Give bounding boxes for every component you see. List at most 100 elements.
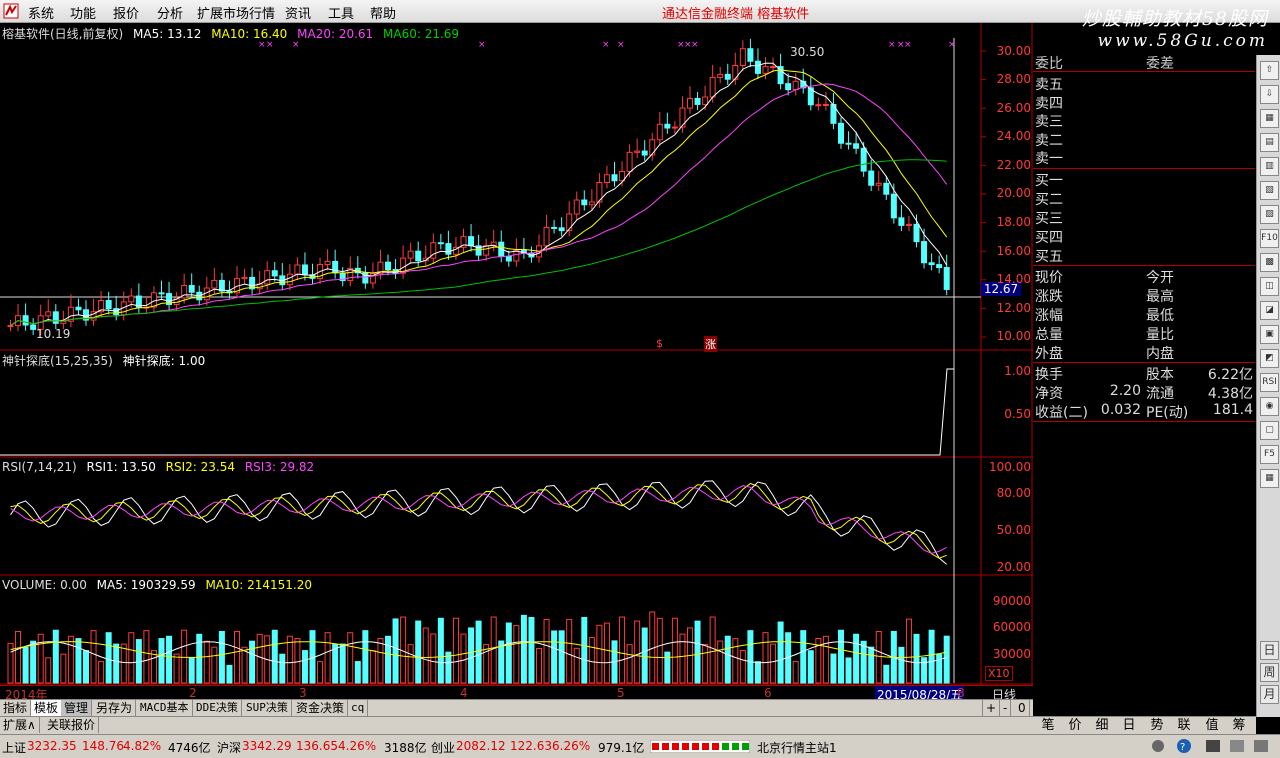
indicator-icon[interactable]: ▥ [1260,157,1279,176]
candle-body [702,96,709,105]
period-label[interactable]: 日线 [992,688,1017,702]
chart-canvas[interactable]: × × × × × × × × × × × × × [0,23,1033,685]
volume-bar [226,664,233,684]
tab-related-quote[interactable]: 关联报价 [44,717,100,733]
menu-extended-market[interactable]: 扩展市场行情 [197,7,276,22]
change-pct-label: 涨幅 [1035,308,1063,324]
candle-body [619,170,626,182]
compare-icon[interactable]: ◩ [1260,349,1279,368]
chart-icon[interactable]: ▤ [1260,133,1279,152]
f6-icon[interactable]: ▦ [1260,469,1279,488]
rsi-icon[interactable]: RSI [1260,373,1279,392]
chart3-icon[interactable]: ◪ [1260,301,1279,320]
chart2-icon[interactable]: ◫ [1260,277,1279,296]
volume-bar [943,635,950,684]
date-label: 2 [189,686,197,700]
tab-extend[interactable]: 扩展∧ [0,717,40,733]
rsi-yaxis-label: 100.00 [989,460,1031,474]
candle-body [483,245,490,256]
candle-body [747,48,754,62]
ma60-label: MA60: 21.69 [383,27,460,41]
finance-icon[interactable]: ▢ [1260,421,1279,440]
tab-tick[interactable]: 笔 [1041,718,1055,733]
tab-trend[interactable]: 势 [1150,718,1164,733]
volume-ma-line [10,641,947,659]
pe-label: PE(动) [1146,405,1189,421]
volume-yaxis-label: 60000 [992,620,1031,634]
volume-bar [792,660,799,684]
layout-icon[interactable]: ▦ [1260,109,1279,128]
daily-button[interactable]: 日 [1260,641,1279,660]
candle-body [113,308,120,316]
candle-body [792,80,799,91]
cursor-date: 2015/08/28/五 [875,686,965,703]
tab-value[interactable]: 值 [1205,718,1219,733]
volume-bar [7,642,14,684]
volume-bar [641,627,648,684]
menu-system[interactable]: 系统 [28,7,55,22]
news-icon[interactable]: ▣ [1260,325,1279,344]
menu-analysis[interactable]: 分析 [157,7,184,22]
candle-body [30,324,37,330]
zoom-out-button[interactable]: - [1000,700,1012,716]
volume-bar [181,629,188,684]
eps-value: 0.032 [1100,402,1141,418]
tab-manage[interactable]: 管理 [61,700,93,716]
kline-icon[interactable]: ▧ [1260,181,1279,200]
tab-template[interactable]: 模板 [31,700,63,716]
tab-sup[interactable]: SUP决策 [243,700,292,716]
menu-function[interactable]: 功能 [70,7,97,22]
up-icon[interactable]: ⇧ [1260,61,1279,80]
stock-icon[interactable]: ▩ [1260,253,1279,272]
menu-news[interactable]: 资讯 [285,7,312,22]
server-name[interactable]: 北京行情主站1 [757,741,837,755]
rsi-line [10,485,947,554]
price-yaxis-label: 12.00 [996,301,1031,315]
candle-body [596,181,603,203]
f10-icon[interactable]: F10 [1260,229,1279,248]
tab-save-as[interactable]: 另存为 [93,700,137,716]
price-yaxis-label: 22.00 [996,158,1031,172]
tab-cq[interactable]: cq [348,700,369,716]
f5-icon[interactable]: F5 [1260,445,1279,464]
tab-price[interactable]: 价 [1068,718,1082,733]
tab-detail[interactable]: 细 [1095,718,1109,733]
tab-dde[interactable]: DDE决策 [193,700,242,716]
volume-bar [498,640,505,684]
alert-icon[interactable]: ◉ [1260,397,1279,416]
reset-button[interactable]: 0 [1015,700,1030,716]
volume-bar [807,650,814,684]
menu-tools[interactable]: 工具 [328,7,355,22]
low-price-label: 10.19 [36,327,71,341]
chart-area[interactable]: × × × × × × × × × × × × × 榕基软件(日线,前复权) MA5: 13.12 MA… [0,23,1033,685]
tab-link[interactable]: 联 [1177,718,1191,733]
price-yaxis-label: 10.00 [996,329,1031,343]
volume-bar [332,643,339,684]
volume-bar [928,629,935,684]
tab-fund[interactable]: 资金决策 [293,700,349,716]
down-icon[interactable]: ⇩ [1260,85,1279,104]
monthly-button[interactable]: 月 [1260,685,1279,704]
weekly-button[interactable]: 周 [1260,663,1279,682]
volume-bar [385,635,391,684]
tab-macd[interactable]: MACD基本 [137,700,193,716]
ma-line [10,159,947,327]
volume-bar [45,657,52,684]
menu-quote[interactable]: 报价 [113,7,140,22]
candle-body [807,87,814,106]
volume-bar [483,644,490,684]
tab-day[interactable]: 日 [1122,718,1136,733]
svg-text:?: ? [1180,742,1185,753]
indicator-yaxis-label: 0.50 [1004,407,1031,421]
tab-indicator[interactable]: 指标 [0,700,32,716]
candle-body [845,142,852,145]
menu-help[interactable]: 帮助 [370,7,397,22]
sz-index-value: 3342.29 [242,739,292,753]
zoom-in-button[interactable]: + [982,700,1001,716]
signal-marker: × [266,40,274,50]
volume-bar [800,630,807,684]
tab-chips[interactable]: 筹 [1232,718,1246,733]
fund-icon[interactable]: ▨ [1260,205,1279,224]
volume-bar [90,630,97,684]
volume-bar [588,636,595,684]
